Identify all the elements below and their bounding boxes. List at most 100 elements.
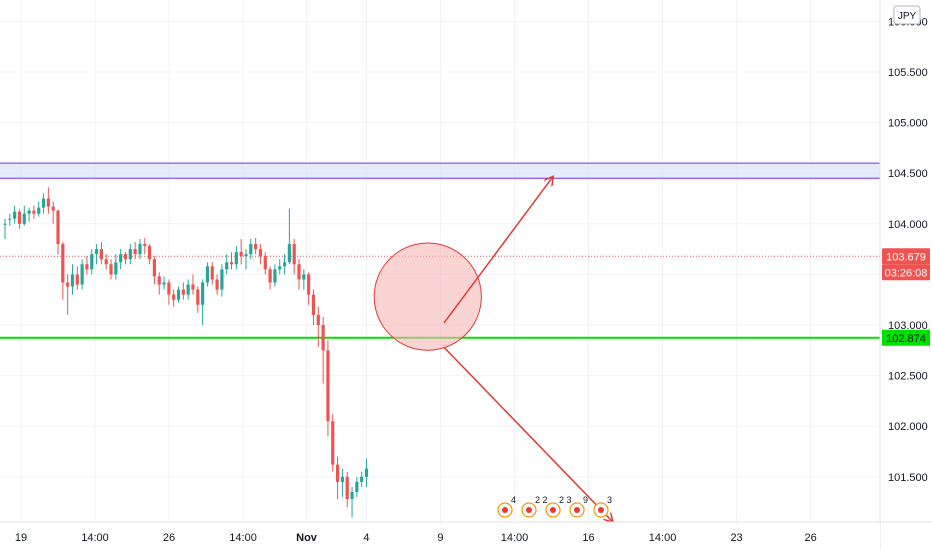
candle — [364, 458, 369, 487]
time-axis-bg — [0, 522, 880, 550]
candle — [268, 266, 272, 290]
price-tick-label: 104.000 — [888, 219, 928, 231]
candle — [326, 340, 330, 437]
candle-body — [148, 246, 152, 260]
candle-body — [278, 266, 282, 270]
candle-body — [302, 274, 306, 280]
event-marker[interactable]: 9 — [569, 495, 588, 518]
candle — [220, 264, 224, 297]
candle-body — [167, 282, 171, 295]
candle-body — [143, 244, 147, 247]
candle — [258, 244, 263, 265]
candle — [94, 244, 99, 265]
candle-body — [41, 198, 46, 208]
candle-body — [66, 282, 70, 287]
price-axis[interactable]: 101.500102.000102.500103.000103.500104.0… — [879, 0, 932, 550]
candle — [345, 471, 349, 508]
candle-body — [162, 282, 166, 285]
trend-arrow[interactable] — [443, 176, 553, 324]
candle — [191, 274, 195, 295]
candle-body — [340, 476, 344, 482]
chart-grid — [0, 0, 880, 522]
candle-body — [244, 254, 248, 257]
candle-body — [114, 262, 118, 275]
candle — [172, 289, 176, 307]
candle — [229, 252, 234, 270]
candle — [215, 274, 219, 295]
drawing-annotations[interactable] — [354, 176, 613, 522]
candle-body — [345, 476, 349, 500]
candle-body — [109, 264, 113, 275]
candle-body — [210, 266, 214, 280]
candle-body — [138, 244, 142, 255]
candle-body — [220, 269, 224, 290]
highlight-ellipse[interactable] — [354, 223, 502, 371]
candle — [148, 244, 152, 265]
currency-badge[interactable] — [893, 5, 921, 25]
candle — [205, 262, 210, 287]
candle — [234, 246, 238, 270]
time-axis[interactable]: 19 14:00 26 14:00 Nov 4 9 14:00 16 14:00 23 26 — [0, 521, 932, 550]
candle-body — [104, 259, 108, 265]
candle-body — [90, 254, 94, 270]
candle — [311, 289, 316, 325]
candle — [70, 264, 75, 295]
candle-body — [326, 350, 330, 422]
candle — [278, 259, 282, 275]
candle — [307, 272, 311, 305]
candle — [75, 266, 79, 290]
economic-events[interactable]: 4 2 2 2 3 9 3 — [497, 495, 612, 518]
candle — [119, 249, 123, 270]
last-price-tag-label: 103.679 — [886, 251, 926, 263]
candle — [181, 282, 185, 300]
us-flag-icon — [502, 507, 508, 513]
candle-body — [56, 210, 60, 245]
event-marker[interactable]: 2 3 — [545, 495, 572, 518]
time-tick-label: Nov — [296, 532, 318, 544]
candle-body — [254, 244, 258, 250]
candle — [123, 252, 128, 265]
price-tick-label: 105.500 — [888, 67, 928, 79]
candle-body — [350, 491, 354, 500]
candle-body — [263, 256, 267, 270]
time-tick-label: 9 — [437, 532, 443, 544]
candle — [162, 276, 166, 290]
candle — [331, 414, 335, 472]
candle — [99, 242, 103, 265]
price-tick-label: 102.000 — [888, 421, 928, 433]
candle-body — [316, 314, 320, 325]
candle — [109, 259, 113, 280]
trend-arrow[interactable] — [443, 346, 613, 522]
candle — [85, 256, 89, 275]
candle — [46, 187, 50, 214]
candle-body — [205, 266, 210, 283]
currency-badge-group[interactable]: JPY — [893, 5, 921, 25]
candle — [104, 254, 108, 270]
candle-body — [80, 264, 84, 285]
candle-body — [282, 262, 287, 267]
candle — [66, 274, 70, 315]
candle-body — [307, 274, 311, 295]
candle-body — [70, 274, 75, 287]
candle-body — [273, 269, 277, 283]
candle-body — [75, 274, 79, 285]
candle-body — [27, 210, 31, 214]
candle — [254, 237, 258, 255]
time-tick-label: 19 — [15, 532, 27, 544]
candle — [355, 476, 359, 498]
event-marker[interactable]: 2 2 — [521, 495, 548, 518]
candle-body — [3, 223, 7, 225]
candle-body — [186, 284, 190, 295]
time-tick-label: 14:00 — [649, 532, 677, 544]
candle — [210, 262, 214, 285]
candle — [263, 252, 267, 275]
candle — [128, 244, 132, 265]
event-marker[interactable]: 3 — [593, 495, 612, 518]
candle-body — [94, 249, 99, 255]
candle-body — [331, 421, 335, 465]
price-tick-label: 102.500 — [888, 371, 928, 383]
event-marker[interactable]: 4 — [497, 495, 516, 518]
candle — [225, 254, 229, 275]
candle — [90, 249, 94, 275]
